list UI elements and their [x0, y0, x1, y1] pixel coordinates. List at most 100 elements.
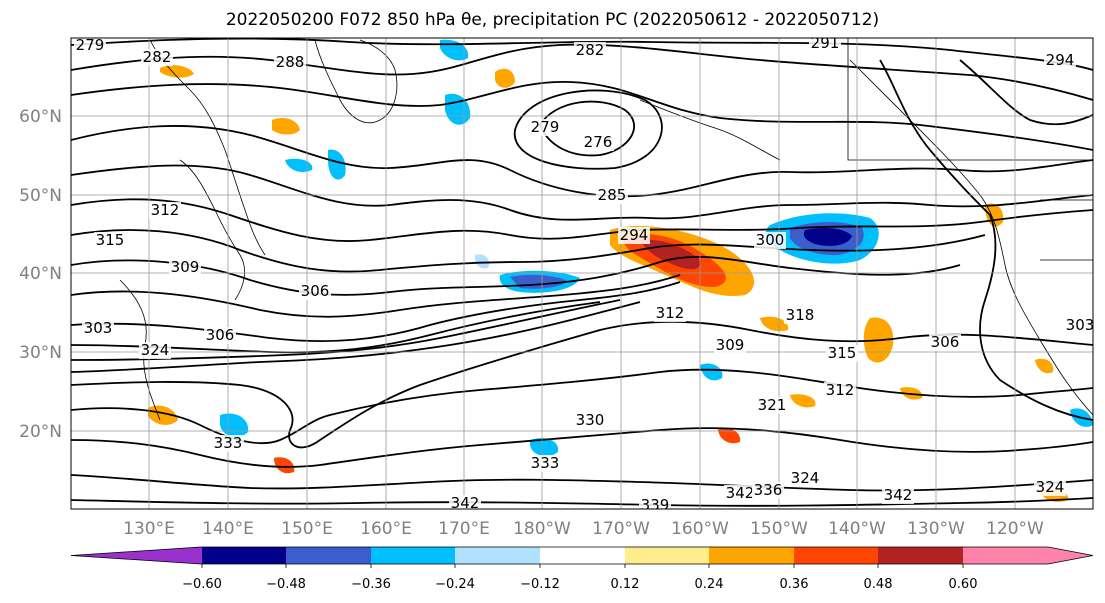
colorbar-outline — [70, 546, 1094, 565]
contour-label-bg — [882, 487, 914, 504]
lat-tick-label: 60°N — [19, 107, 62, 127]
colorbar-segment — [878, 547, 963, 564]
lat-tick-label: 50°N — [19, 186, 62, 206]
colorbar-tick-label: 0.12 — [611, 577, 640, 592]
lon-tick-label: 170°W — [592, 519, 650, 539]
contour-label: 315 — [828, 344, 857, 362]
lon-tick-label: 140°E — [202, 519, 254, 539]
contour-label: 333 — [531, 454, 560, 472]
lon-tick-label: 130°E — [123, 519, 175, 539]
colorbar-segment — [709, 547, 794, 564]
coastlines — [119, 38, 1093, 421]
colorbar-segment — [286, 547, 371, 564]
contour-label-bg — [752, 482, 784, 499]
contour-label-bg — [929, 334, 961, 351]
contour-label-bg — [596, 187, 628, 204]
contour-label: 312 — [826, 381, 855, 399]
colorbar-segment — [540, 547, 625, 564]
contour-label-bg — [299, 283, 331, 300]
lat-tick-label: 20°N — [19, 422, 62, 442]
contour-label-bg — [204, 327, 236, 344]
colorbar — [70, 546, 1094, 565]
lat-tick-label: 30°N — [19, 343, 62, 363]
map-border — [70, 37, 1094, 510]
colorbar-tick-label: 0.60 — [949, 577, 978, 592]
contour-label: 312 — [151, 201, 180, 219]
contour-label-bg — [529, 119, 561, 136]
colorbar-tick-label: −0.60 — [182, 577, 222, 592]
contour-label-bg — [639, 497, 671, 509]
contour-label-bg — [82, 320, 114, 337]
contour-label-bg — [1044, 52, 1076, 69]
lon-tick-label: 140°W — [828, 519, 886, 539]
contour-label-bg — [654, 305, 686, 322]
lon-tick-label: 170°E — [438, 519, 490, 539]
contour-label: 282 — [576, 41, 605, 59]
graticule — [71, 38, 1093, 509]
contour-label-bg — [529, 455, 561, 472]
lat-tick-label: 40°N — [19, 264, 62, 284]
colorbar-extend-high — [963, 547, 1093, 564]
latitude-labels: 60°N 50°N 40°N 30°N 20°N — [19, 107, 62, 442]
contour-label-bg — [754, 232, 786, 249]
colorbar-tick-labels: −0.60 −0.48 −0.36 −0.24 −0.12 0.12 0.24 0.36 0.4… — [182, 564, 977, 592]
contour-label: 339 — [641, 496, 670, 514]
colorbar-tick-label: 0.48 — [864, 577, 893, 592]
contour-label: 306 — [206, 326, 235, 344]
lon-tick-label: 120°W — [986, 519, 1044, 539]
contour-label: 303 — [84, 319, 113, 337]
colorbar-extend-low — [71, 547, 202, 564]
contour-label-bg — [618, 227, 650, 244]
contour-label: 282 — [143, 48, 172, 66]
map-content: 279 282 288 282 291 294 276 279 285 294 300 312 315 3… — [71, 34, 1095, 514]
colorbar-segment — [794, 547, 878, 564]
colorbar-tick-label: −0.48 — [266, 577, 306, 592]
longitude-labels: 130°E 140°E 150°E 160°E 170°E 180°W 170°W 160°W… — [123, 519, 1044, 539]
contour-label: 333 — [214, 434, 243, 452]
contour-label: 303 — [1066, 316, 1095, 334]
contour-label-bg — [139, 342, 171, 359]
colorbar-tick-label: −0.36 — [351, 577, 391, 592]
contour-label-bg — [1034, 479, 1066, 496]
contour-label-bg — [141, 49, 173, 66]
contour-label: 324 — [141, 341, 170, 359]
contour-label-bg — [826, 345, 858, 362]
contour-label: 276 — [584, 133, 613, 151]
contour-label: 336 — [754, 481, 783, 499]
contour-label: 309 — [716, 336, 745, 354]
contour-label-bg — [789, 470, 821, 487]
contour-label: 291 — [811, 34, 840, 52]
lon-tick-label: 130°W — [907, 519, 965, 539]
colorbar-tick-label: 0.24 — [695, 577, 724, 592]
contour-label: 318 — [786, 306, 815, 324]
contour-label: 279 — [76, 36, 105, 54]
lon-tick-label: 160°W — [671, 519, 729, 539]
contour-label: 342 — [726, 484, 755, 502]
contour-label: 324 — [791, 469, 820, 487]
contour-label-bg — [824, 382, 856, 399]
lon-tick-label: 150°E — [281, 519, 333, 539]
contour-label-bg — [169, 259, 201, 276]
contour-label-bg — [212, 435, 244, 452]
lon-tick-label: 150°W — [750, 519, 808, 539]
colorbar-segment — [625, 547, 709, 564]
colorbar-segment — [455, 547, 540, 564]
contour-label-bg — [756, 397, 788, 414]
contour-label: 321 — [758, 396, 787, 414]
contour-labels: 279 282 288 282 291 294 276 279 285 294 300 312 315 3… — [74, 34, 1095, 514]
contour-label: 342 — [451, 494, 480, 512]
contour-label: 330 — [576, 411, 605, 429]
contour-label: 294 — [1046, 51, 1075, 69]
contour-label-bg — [574, 412, 606, 429]
contour-label: 279 — [531, 118, 560, 136]
colorbar-tick-label: −0.24 — [435, 577, 475, 592]
contour-label: 324 — [1036, 478, 1065, 496]
contour-label: 294 — [620, 226, 649, 244]
contour-label: 315 — [96, 231, 125, 249]
contour-label: 306 — [931, 333, 960, 351]
contour-label: 312 — [656, 304, 685, 322]
contour-label-bg — [809, 38, 841, 52]
colorbar-segment — [371, 547, 455, 564]
contour-label-bg — [74, 38, 106, 54]
